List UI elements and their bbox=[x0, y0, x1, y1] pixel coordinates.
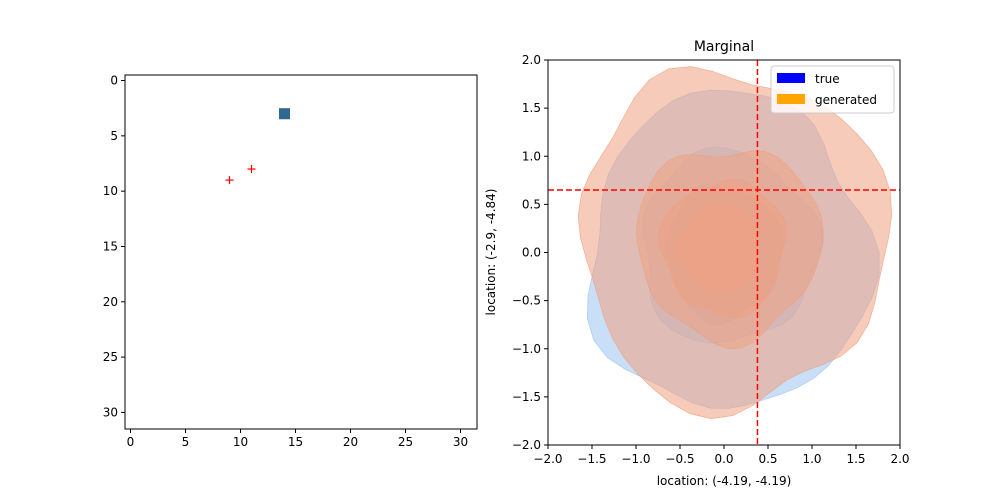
plus-marker-0 bbox=[225, 176, 234, 185]
marginal-x-tick-label--0.5: −0.5 bbox=[665, 452, 694, 466]
marginal-y-tick-label--1.5: −1.5 bbox=[512, 390, 541, 404]
marginal-x-tick-label-1.5: 1.5 bbox=[846, 452, 865, 466]
marginal-title: Marginal bbox=[694, 39, 754, 55]
plus-marker-1 bbox=[247, 165, 256, 174]
marginal-y-tick-label--0.5: −0.5 bbox=[512, 294, 541, 308]
image-y-tick-label-20: 20 bbox=[103, 295, 118, 309]
marginal-x-tick-label-0.5: 0.5 bbox=[758, 452, 777, 466]
legend: true generated bbox=[770, 65, 895, 114]
legend-label-true: true bbox=[815, 72, 840, 86]
marginal-x-tick-label--1: −1.0 bbox=[621, 452, 650, 466]
image-x-tick-label-15: 15 bbox=[288, 435, 303, 449]
image-y-tick-label-30: 30 bbox=[103, 405, 118, 419]
image-x-tick-label-10: 10 bbox=[233, 435, 248, 449]
marginal-y-tick-label--2: −2.0 bbox=[512, 438, 541, 452]
marginal-x-tick-label--2: −2.0 bbox=[533, 452, 562, 466]
marginal-y-tick-label--1: −1.0 bbox=[512, 342, 541, 356]
marginal-y-axis-label: location: (-2.9, -4.84) bbox=[484, 189, 498, 316]
legend-swatch-generated bbox=[777, 94, 805, 104]
marginal-y-tick-label-1.5: 1.5 bbox=[522, 101, 541, 115]
marginal-x-tick-label-2: 2.0 bbox=[890, 452, 909, 466]
marginal-x-axis-label: location: (-4.19, -4.19) bbox=[657, 474, 792, 488]
marginal-x-tick-label--1.5: −1.5 bbox=[577, 452, 606, 466]
image-x-tick-label-25: 25 bbox=[398, 435, 413, 449]
image-axes: 0 5 10 15 20 25 30 0 5 10 15 20 25 30 bbox=[103, 74, 478, 449]
image-x-tick-label-30: 30 bbox=[453, 435, 468, 449]
marginal-y-ticks: −2.0 −1.5 −1.0 −0.5 0.0 0.5 1.0 1.5 2.0 bbox=[512, 53, 548, 452]
marginal-axes: −2.0 −1.5 −1.0 −0.5 0.0 0.5 1.0 1.5 2.0 −2.0 −1.5… bbox=[484, 39, 910, 488]
marginal-x-tick-label-0: 0.0 bbox=[714, 452, 733, 466]
image-x-tick-label-20: 20 bbox=[343, 435, 358, 449]
marginal-y-tick-label-0.5: 0.5 bbox=[522, 197, 541, 211]
marginal-y-tick-label-1: 1.0 bbox=[522, 149, 541, 163]
image-x-ticks: 0 5 10 15 20 25 30 bbox=[127, 429, 468, 449]
image-cells bbox=[279, 108, 290, 120]
legend-label-generated: generated bbox=[815, 93, 877, 107]
image-y-tick-label-10: 10 bbox=[103, 184, 118, 198]
marginal-y-tick-label-2: 2.0 bbox=[522, 53, 541, 67]
image-x-tick-label-5: 5 bbox=[182, 435, 190, 449]
image-y-tick-label-5: 5 bbox=[110, 129, 118, 143]
density-series-generated bbox=[577, 66, 893, 420]
image-markers bbox=[225, 165, 256, 185]
contour-generated-level-3 bbox=[675, 203, 758, 292]
image-y-tick-label-25: 25 bbox=[103, 350, 118, 364]
marginal-y-tick-label-0: 0.0 bbox=[522, 246, 541, 260]
image-x-tick-label-0: 0 bbox=[127, 435, 135, 449]
marginal-x-tick-label-1: 1.0 bbox=[802, 452, 821, 466]
image-plot-frame bbox=[124, 74, 478, 430]
density-contours bbox=[577, 66, 893, 420]
image-cell-0 bbox=[279, 108, 290, 120]
image-y-tick-label-15: 15 bbox=[103, 239, 118, 253]
reference-lines bbox=[548, 60, 900, 445]
legend-swatch-true bbox=[777, 73, 805, 83]
marginal-x-ticks: −2.0 −1.5 −1.0 −0.5 0.0 0.5 1.0 1.5 2.0 bbox=[533, 445, 910, 466]
image-y-ticks: 0 5 10 15 20 25 30 bbox=[103, 74, 125, 419]
image-y-tick-label-0: 0 bbox=[110, 74, 118, 88]
